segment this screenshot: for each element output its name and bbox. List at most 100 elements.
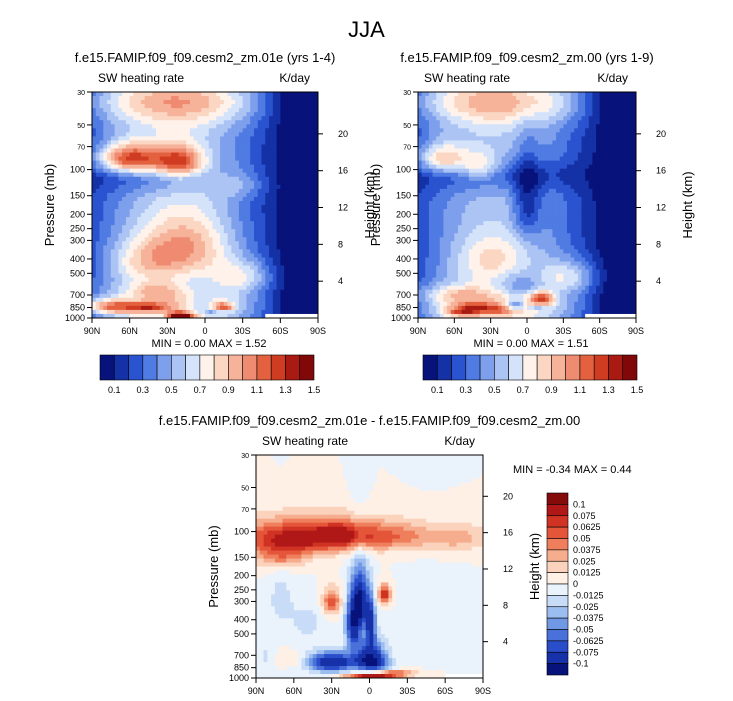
field-cell (581, 184, 586, 190)
field-cell (144, 265, 150, 271)
field-cell (99, 209, 104, 214)
field-row (418, 144, 636, 150)
field-cell (235, 108, 240, 113)
field-cell (302, 172, 308, 178)
field-cell (447, 188, 452, 194)
field-cell (208, 108, 214, 113)
field-cell (163, 164, 168, 170)
field-cell (269, 176, 274, 182)
field-cell (306, 184, 312, 190)
field-cell (272, 96, 278, 101)
field-cell (276, 192, 281, 198)
field-cell (167, 192, 172, 198)
field-cell (530, 108, 535, 113)
field-cell (193, 297, 199, 303)
colorbar-label: 0.5 (165, 385, 178, 395)
field-cell (265, 225, 270, 230)
field-cell (632, 96, 636, 101)
field-cell (603, 184, 608, 190)
field-cell (527, 116, 532, 121)
field-cell (189, 164, 195, 170)
field-cell (238, 140, 244, 146)
field-cell (110, 180, 116, 186)
field-cell (163, 205, 168, 210)
field-cell (468, 112, 474, 117)
field-cell (186, 180, 191, 186)
field-cell (178, 209, 183, 214)
field-cell (178, 140, 183, 146)
field-cell (212, 269, 217, 275)
field-cell (574, 108, 579, 113)
field-cell (574, 140, 579, 146)
field-cell (505, 96, 510, 101)
field-cell (425, 168, 430, 174)
field-cell (621, 168, 626, 174)
field-cell (212, 253, 217, 259)
field-cell (186, 241, 191, 246)
field-cell (122, 112, 127, 117)
field-cell (205, 148, 210, 154)
field-cell (556, 164, 561, 170)
field-cell (421, 100, 426, 105)
field-cell (261, 249, 266, 255)
field-cell (148, 301, 153, 307)
field-cell (186, 176, 191, 182)
field-cell (212, 164, 217, 170)
field-cell (220, 305, 225, 311)
field-cell (494, 144, 499, 150)
field-cell (212, 120, 217, 125)
field-cell (418, 104, 423, 109)
field-cell (156, 180, 161, 186)
field-cell (284, 140, 289, 146)
field-cell (606, 128, 612, 133)
field-cell (235, 213, 240, 218)
field-cell (110, 213, 116, 218)
field-cell (171, 112, 176, 117)
field-cell (189, 152, 195, 158)
field-cell (425, 108, 430, 113)
field-cell (216, 92, 221, 97)
field-cell (137, 225, 142, 230)
field-cell (182, 128, 187, 133)
field-cell (205, 205, 210, 210)
field-cell (265, 213, 270, 218)
field-cell (603, 176, 608, 182)
field-cell (122, 100, 127, 105)
field-cell (617, 168, 623, 174)
field-cell (530, 180, 535, 186)
field-cell (269, 184, 274, 190)
field-cell (603, 160, 608, 166)
field-cell (310, 176, 315, 182)
field-cell (436, 124, 441, 129)
field-cell (144, 205, 150, 210)
field-cell (548, 104, 554, 109)
field-cell (182, 305, 187, 311)
field-cell (159, 269, 165, 275)
field-cell (428, 176, 434, 182)
field-cell (552, 116, 557, 121)
field-cell (299, 225, 304, 230)
field-cell (99, 221, 104, 226)
field-cell (541, 92, 546, 97)
field-cell (291, 265, 296, 271)
field-cell (314, 140, 318, 146)
field-cell (621, 176, 626, 182)
field-cell (110, 297, 116, 303)
field-cell (257, 205, 263, 210)
field-cell (625, 156, 630, 162)
field-cell (114, 221, 119, 226)
field-cell (92, 104, 97, 109)
field-cell (197, 152, 202, 158)
field-cell (310, 112, 315, 117)
field-cell (220, 96, 225, 101)
field-cell (122, 200, 127, 206)
field-cell (472, 144, 477, 150)
field-cell (310, 100, 315, 105)
field-cell (628, 160, 633, 166)
field-cell (122, 273, 127, 279)
field-cell (156, 104, 161, 109)
field-cell (163, 293, 168, 299)
field-cell (501, 160, 506, 166)
field-cell (541, 184, 546, 190)
field-cell (621, 144, 626, 150)
